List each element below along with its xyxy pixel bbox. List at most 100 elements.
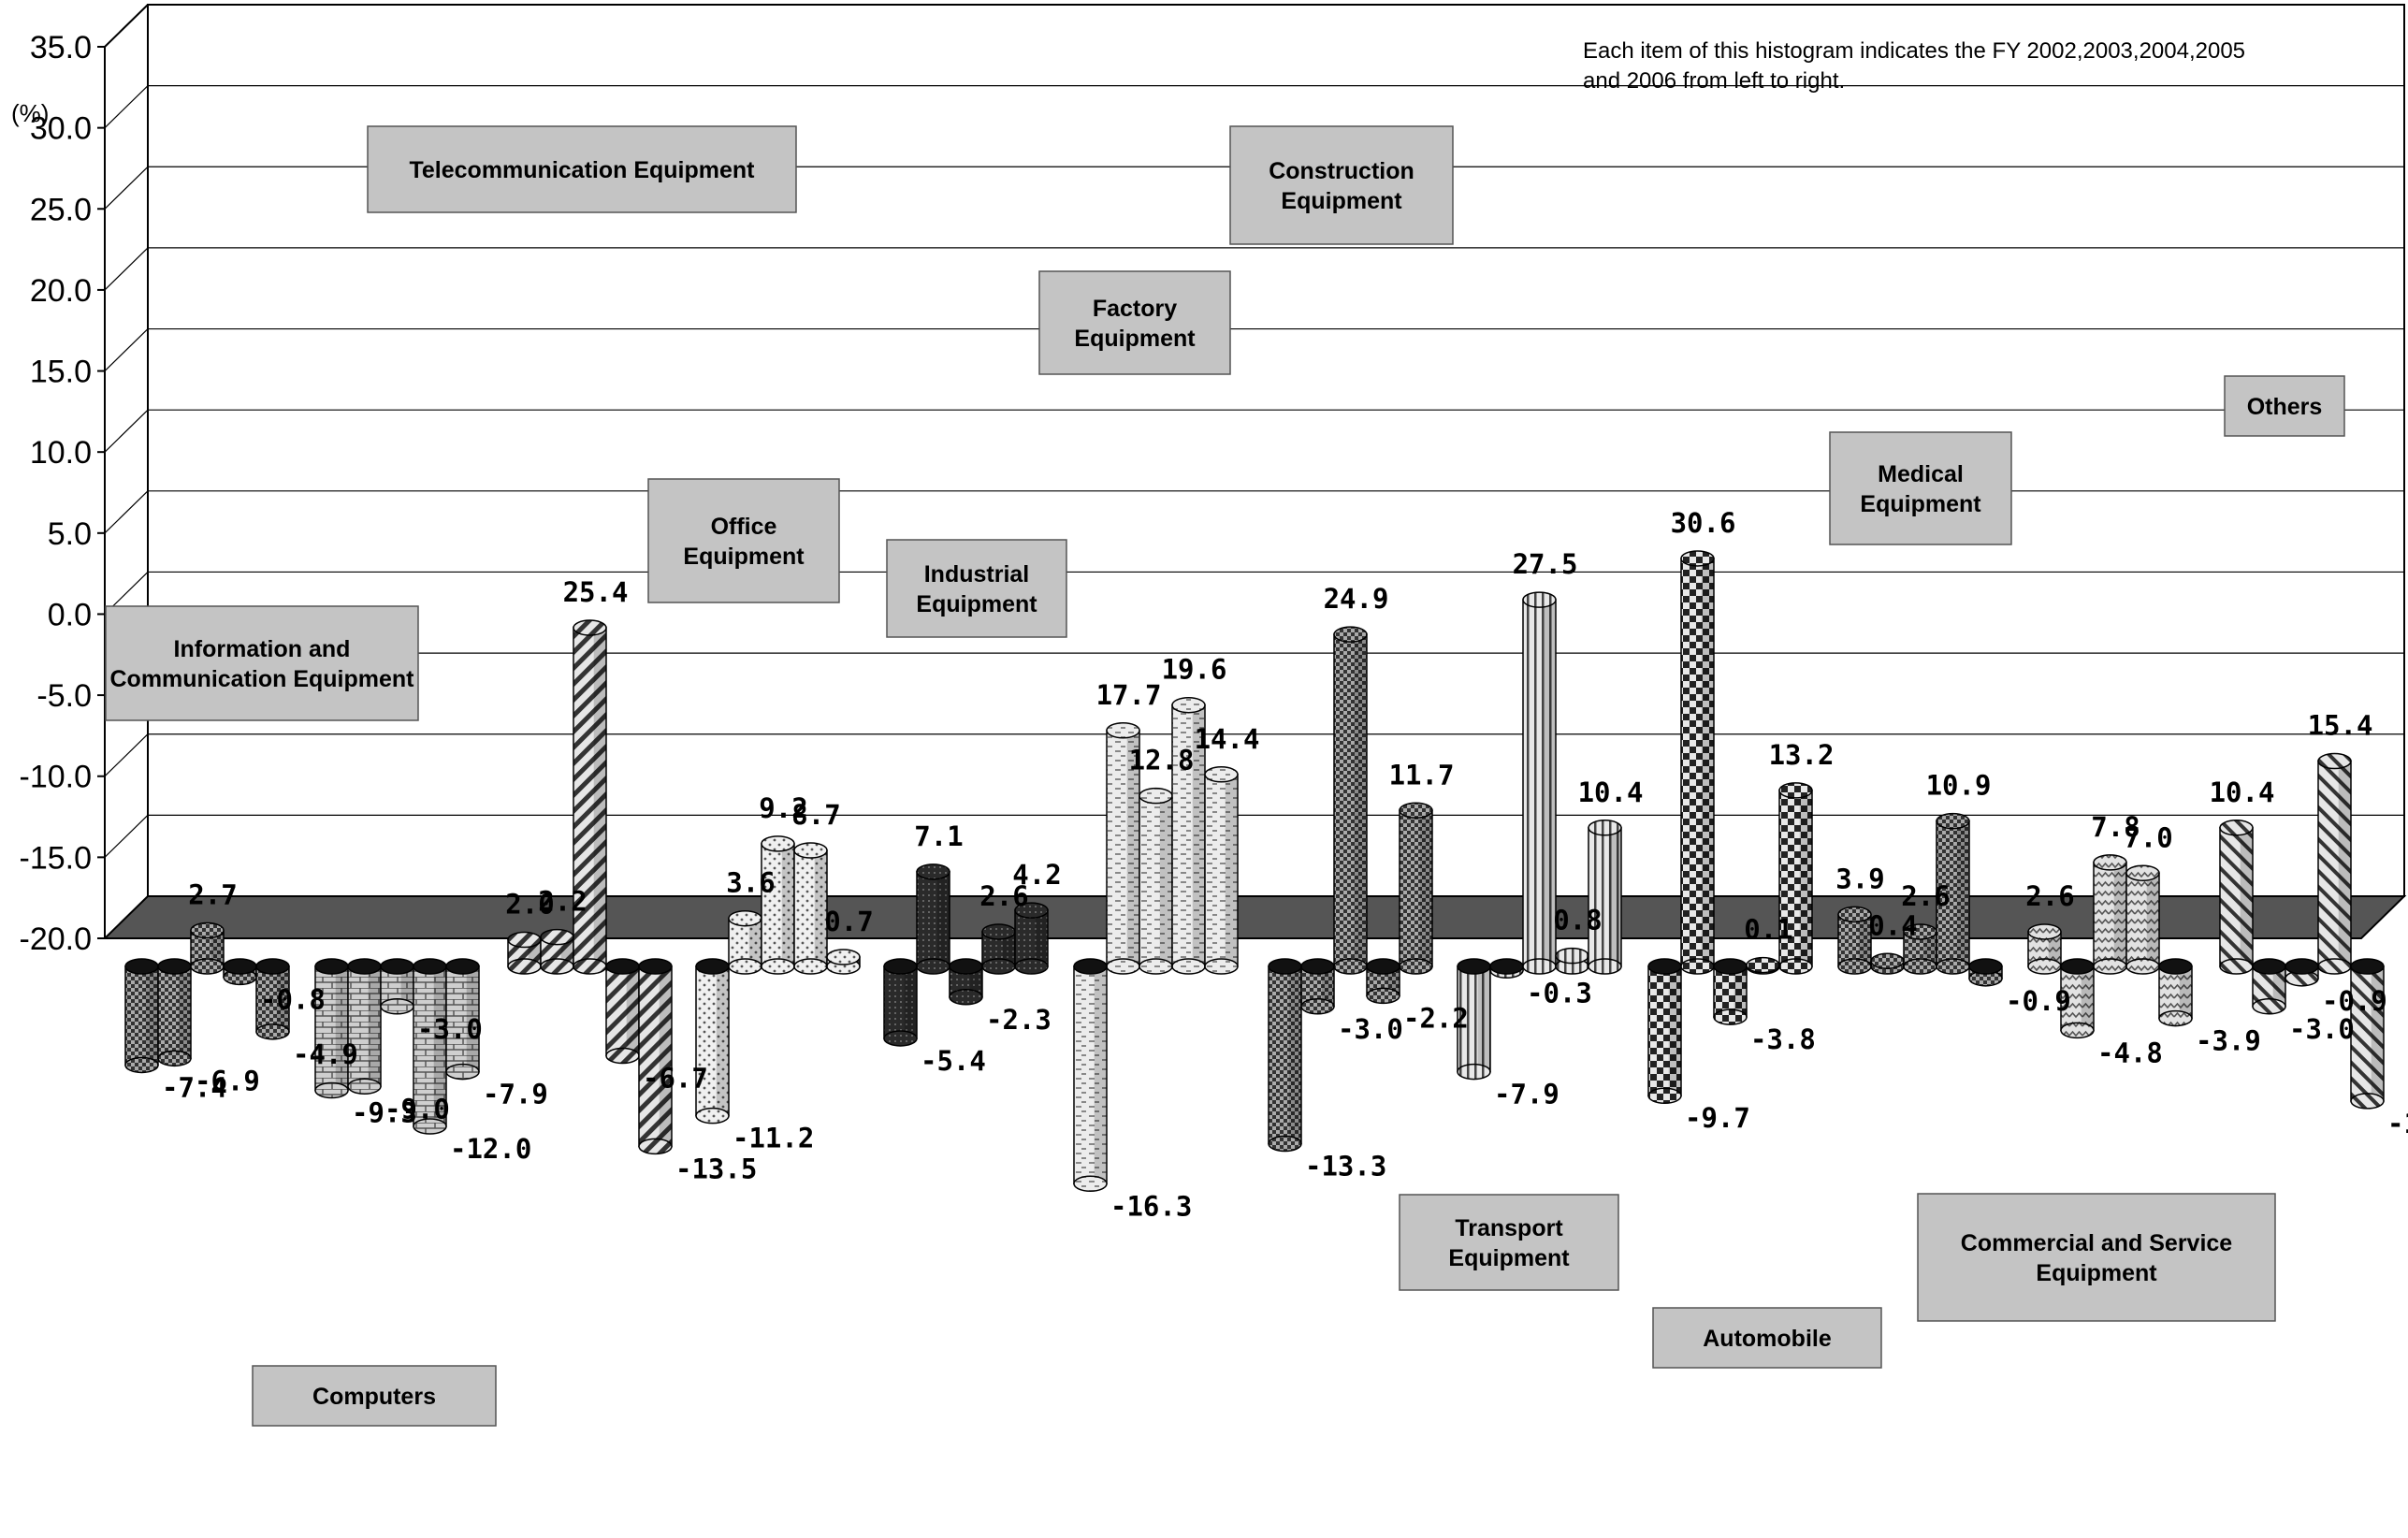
value-label: -5.4 bbox=[921, 1045, 986, 1077]
value-label: -3.9 bbox=[2196, 1025, 2261, 1057]
bar-shade bbox=[2081, 966, 2094, 1031]
bar bbox=[1333, 626, 1368, 975]
y-axis-unit: (%) bbox=[11, 99, 49, 127]
category-name: Equipment bbox=[1074, 326, 1196, 352]
bar-bottom bbox=[1399, 958, 1433, 975]
y-tick-label: 35.0 bbox=[30, 30, 92, 65]
value-label: -0.9 bbox=[2322, 985, 2387, 1017]
bar bbox=[255, 958, 290, 1040]
category-name: Equipment bbox=[2036, 1260, 2157, 1286]
gridline-side bbox=[104, 328, 149, 371]
bar bbox=[1073, 958, 1108, 1193]
bar-shade bbox=[1956, 820, 1969, 966]
category-name: Equipment bbox=[1448, 1245, 1570, 1271]
bar-bottom bbox=[2219, 958, 2254, 975]
bar bbox=[2350, 958, 2385, 1110]
bar-body bbox=[314, 965, 349, 1092]
bar-body bbox=[1268, 965, 1302, 1145]
bar-top bbox=[1522, 591, 1557, 608]
bar-shade bbox=[2179, 966, 2192, 1019]
bar-top bbox=[605, 958, 640, 975]
y-tick-label: 15.0 bbox=[30, 355, 92, 390]
bar bbox=[157, 958, 192, 1067]
category-label: Computers bbox=[252, 1365, 497, 1427]
bar-shade bbox=[1354, 634, 1367, 966]
bar-bottom bbox=[1073, 1175, 1108, 1193]
bar bbox=[949, 958, 983, 1006]
bar-shade bbox=[2240, 827, 2253, 966]
bar-shade bbox=[335, 966, 348, 1091]
category-box bbox=[1652, 1307, 1882, 1369]
bar-bottom bbox=[793, 958, 828, 975]
value-label: 2.7 bbox=[188, 879, 237, 911]
bar-top bbox=[1837, 906, 1872, 923]
category-name: Equipment bbox=[683, 544, 805, 570]
bar bbox=[1680, 550, 1715, 975]
bar-body bbox=[2350, 965, 2385, 1102]
bar-body bbox=[1106, 730, 1140, 967]
floor bbox=[102, 895, 2407, 939]
value-label: -9.7 bbox=[1685, 1102, 1750, 1134]
bar-shade bbox=[466, 966, 479, 1072]
value-label: 12.8 bbox=[1129, 745, 1195, 776]
bar-top bbox=[1489, 958, 1524, 975]
bar bbox=[2027, 923, 2062, 975]
value-label: 10.9 bbox=[1926, 770, 1992, 802]
bar-top bbox=[2285, 958, 2319, 975]
bar-shade bbox=[1002, 931, 1015, 966]
category-name: Transport bbox=[1455, 1215, 1563, 1241]
gridline-side bbox=[104, 166, 149, 210]
bar bbox=[507, 931, 542, 975]
value-label: 24.9 bbox=[1324, 583, 1389, 615]
bar-group bbox=[1073, 696, 1239, 1193]
value-label: 0.7 bbox=[824, 906, 873, 937]
bar-body bbox=[916, 871, 950, 967]
bar-shade bbox=[1668, 966, 1681, 1096]
value-label: -0.3 bbox=[1527, 977, 1592, 1008]
bar-top bbox=[1333, 626, 1368, 643]
bar-bottom bbox=[1333, 958, 1368, 975]
bar-top bbox=[1268, 958, 1302, 975]
bar-body bbox=[2158, 965, 2193, 1020]
gridline-side bbox=[104, 733, 149, 777]
bar-top bbox=[1139, 787, 1173, 805]
bar-top bbox=[1778, 782, 1813, 799]
bar-shade bbox=[1477, 966, 1490, 1072]
bar-top bbox=[1457, 958, 1491, 975]
bar-top bbox=[883, 958, 918, 975]
bar-top bbox=[949, 958, 983, 975]
bar-bottom bbox=[2350, 1093, 2385, 1110]
bar bbox=[1300, 958, 1335, 1015]
bar-top bbox=[1073, 958, 1108, 975]
value-label: -3.0 bbox=[1338, 1013, 1403, 1045]
bar-shade bbox=[368, 966, 381, 1087]
bar-shade bbox=[433, 966, 446, 1126]
bar-shade bbox=[276, 966, 289, 1032]
bar-bottom bbox=[1713, 1008, 1748, 1025]
bar-top bbox=[1171, 696, 1206, 714]
category-name: Equipment bbox=[1281, 188, 1402, 214]
bar-shade bbox=[2113, 862, 2126, 966]
bar-top bbox=[1968, 958, 2003, 975]
category-name: Communication Equipment bbox=[110, 666, 415, 692]
bar-shade bbox=[1419, 810, 1432, 966]
bar-bottom bbox=[883, 1030, 918, 1047]
value-label: -13.3 bbox=[1305, 1151, 1386, 1183]
bar-shade bbox=[400, 966, 413, 1007]
bar-group bbox=[1837, 812, 2003, 987]
bar bbox=[1268, 958, 1302, 1153]
bar-top bbox=[793, 842, 828, 859]
category-box bbox=[886, 539, 1067, 638]
bar-shade bbox=[659, 966, 672, 1147]
bar-group bbox=[695, 835, 861, 1124]
bar bbox=[1647, 958, 1682, 1104]
value-label: -7.9 bbox=[483, 1079, 548, 1110]
bar-bottom bbox=[1903, 958, 1937, 975]
value-label: 19.6 bbox=[1162, 654, 1227, 686]
gridline-side bbox=[104, 814, 149, 858]
bar-bottom bbox=[347, 1078, 382, 1095]
bar-bottom bbox=[1106, 958, 1140, 975]
category-box bbox=[105, 605, 419, 721]
value-label: 0.1 bbox=[1744, 914, 1792, 946]
